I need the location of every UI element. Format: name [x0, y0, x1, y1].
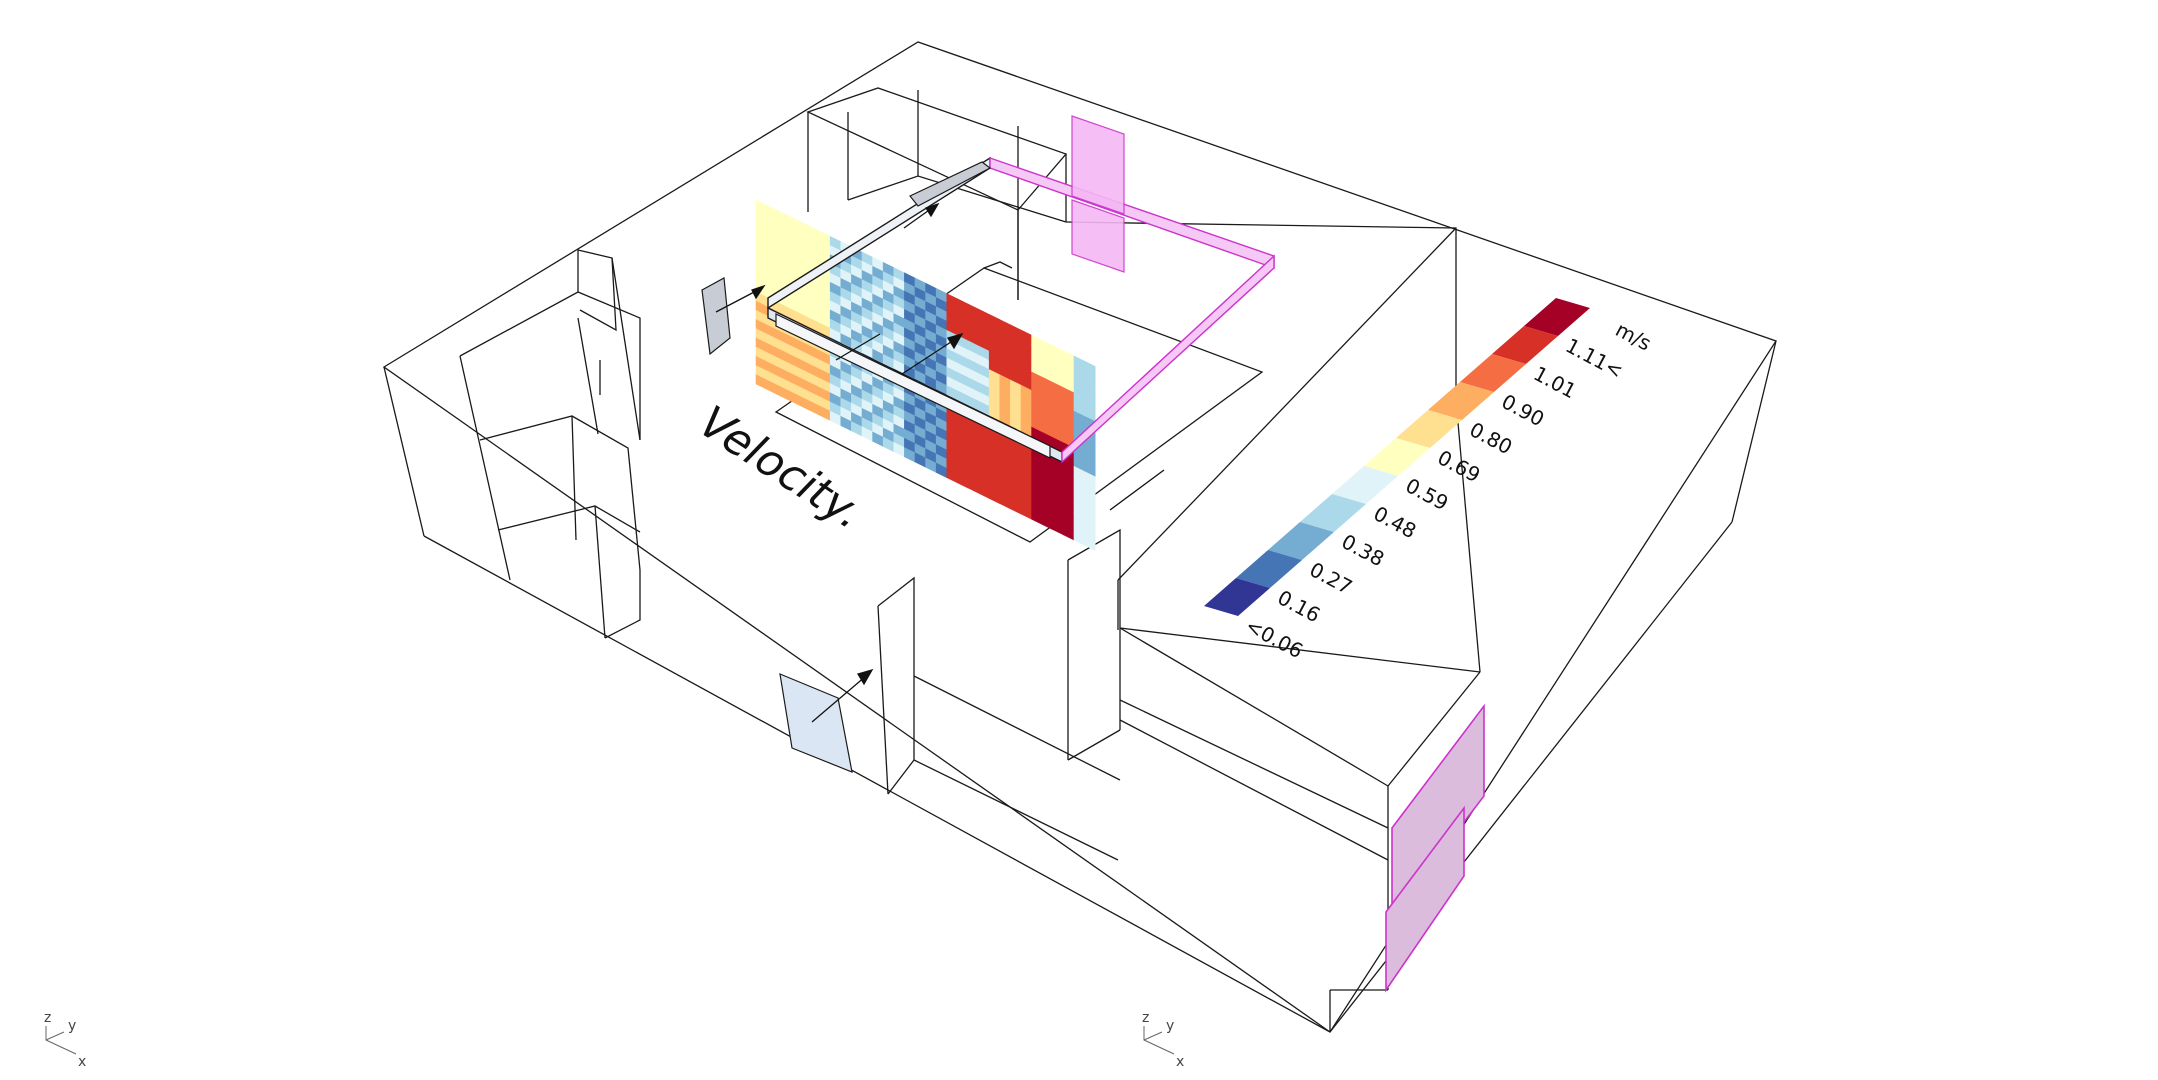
flow-arrow — [811, 675, 867, 723]
legend-swatch — [1364, 438, 1430, 476]
right-wall-openings — [1385, 703, 1485, 993]
axis-x-label: x — [1176, 1054, 1184, 1070]
duct-back-arm — [989, 157, 1275, 269]
back-block — [847, 175, 1067, 223]
outer-box-edge — [423, 535, 1331, 1033]
left-room — [604, 570, 641, 639]
front-partition — [877, 576, 915, 760]
front-window — [779, 673, 853, 773]
legend-swatch — [1300, 494, 1366, 532]
inlet-lower — [1071, 199, 1125, 273]
floor-outline-inner — [983, 261, 1013, 269]
flow-arrow — [835, 333, 881, 361]
supply-inlet-vertical — [1071, 115, 1125, 273]
left-room — [459, 291, 641, 440]
front-partition — [1067, 528, 1121, 730]
legend-tick-label: 0.48 — [1370, 501, 1421, 543]
legend-tick-label: 0.16 — [1274, 585, 1325, 627]
axis-indicator-right: z y x — [1142, 1010, 1184, 1070]
axis-x-label: x — [78, 1054, 86, 1070]
outer-box-edge — [1731, 340, 1777, 523]
left-room-edge — [577, 317, 599, 435]
front-partition-edge — [1119, 627, 1481, 673]
right-partition-edge — [1455, 399, 1481, 673]
axis-z-label: z — [44, 1010, 51, 1026]
flow-arrow — [715, 289, 759, 313]
legend-swatch — [1204, 578, 1270, 616]
grey-vent-panel — [701, 277, 731, 356]
axis-y-label: y — [1166, 1018, 1174, 1034]
legend-tick-label: 0.27 — [1306, 557, 1357, 599]
left-room — [497, 505, 641, 533]
legend-swatch — [1332, 466, 1398, 504]
legend-swatch — [1428, 382, 1494, 420]
flow-arrow-head — [857, 668, 874, 686]
inlet-upper — [1071, 115, 1125, 215]
heatmap-cell — [1084, 535, 1096, 551]
flow-arrow — [901, 339, 955, 375]
ceiling-duct — [767, 156, 1275, 464]
left-room — [577, 249, 617, 332]
axis-line-y — [45, 1031, 65, 1041]
opening-upper — [1391, 703, 1485, 919]
front-partition-edge — [1067, 729, 1121, 761]
velocity-legend: 1.11<1.010.900.800.690.590.480.380.270.1… — [1204, 298, 1627, 663]
legend-swatch — [1492, 326, 1558, 364]
front-partition-edge — [913, 675, 1121, 781]
legend-tick-label: 1.01 — [1530, 361, 1581, 403]
flow-arrow-head — [925, 202, 940, 218]
legend-tick-label: 0.59 — [1402, 473, 1453, 515]
front-partition-edge — [1119, 719, 1389, 861]
axis-y-label: y — [68, 1018, 76, 1034]
opening-lower — [1385, 805, 1465, 993]
left-room-edge — [594, 505, 606, 639]
velocity-heatmap-slice — [755, 199, 1096, 551]
right-partition-edge — [1117, 227, 1457, 581]
legend-swatch — [1268, 522, 1334, 560]
legend-swatch — [1236, 550, 1302, 588]
axis-line-y — [1143, 1031, 1163, 1041]
left-room-edge — [571, 415, 577, 541]
duct-grey-segment — [909, 161, 992, 207]
legend-unit: m/s — [1612, 317, 1656, 355]
front-partition-edge — [1119, 627, 1389, 787]
legend-tick-label: <0.06 — [1242, 613, 1307, 663]
front-partition-edge — [877, 605, 889, 795]
flow-arrow-head — [947, 332, 964, 350]
legend-swatch — [1524, 298, 1590, 336]
outer-box-edge — [383, 366, 425, 537]
left-room-edge — [611, 257, 641, 441]
axis-z-label: z — [1142, 1010, 1149, 1026]
flow-arrow-head — [751, 284, 766, 300]
flow-arrow — [1109, 469, 1165, 511]
front-partition-edge — [1387, 671, 1481, 787]
front-partition-edge — [1119, 699, 1389, 829]
legend-tick-label: 0.69 — [1434, 445, 1485, 487]
legend-tick-label: 0.38 — [1338, 529, 1389, 571]
left-room — [479, 415, 641, 571]
axis-indicator-left: z y x — [44, 1010, 86, 1070]
left-room-edge — [459, 355, 511, 581]
legend-swatch — [1460, 354, 1526, 392]
legend-swatch — [1396, 410, 1462, 448]
front-partition-edge — [913, 759, 1119, 861]
flow-arrows — [715, 202, 1165, 723]
legend-tick-label: 0.90 — [1498, 389, 1549, 431]
front-partition-edge — [887, 759, 915, 795]
duct-front-face — [775, 313, 1051, 459]
duct-right-arm — [1061, 254, 1275, 464]
legend-tick-label: 0.80 — [1466, 417, 1517, 459]
